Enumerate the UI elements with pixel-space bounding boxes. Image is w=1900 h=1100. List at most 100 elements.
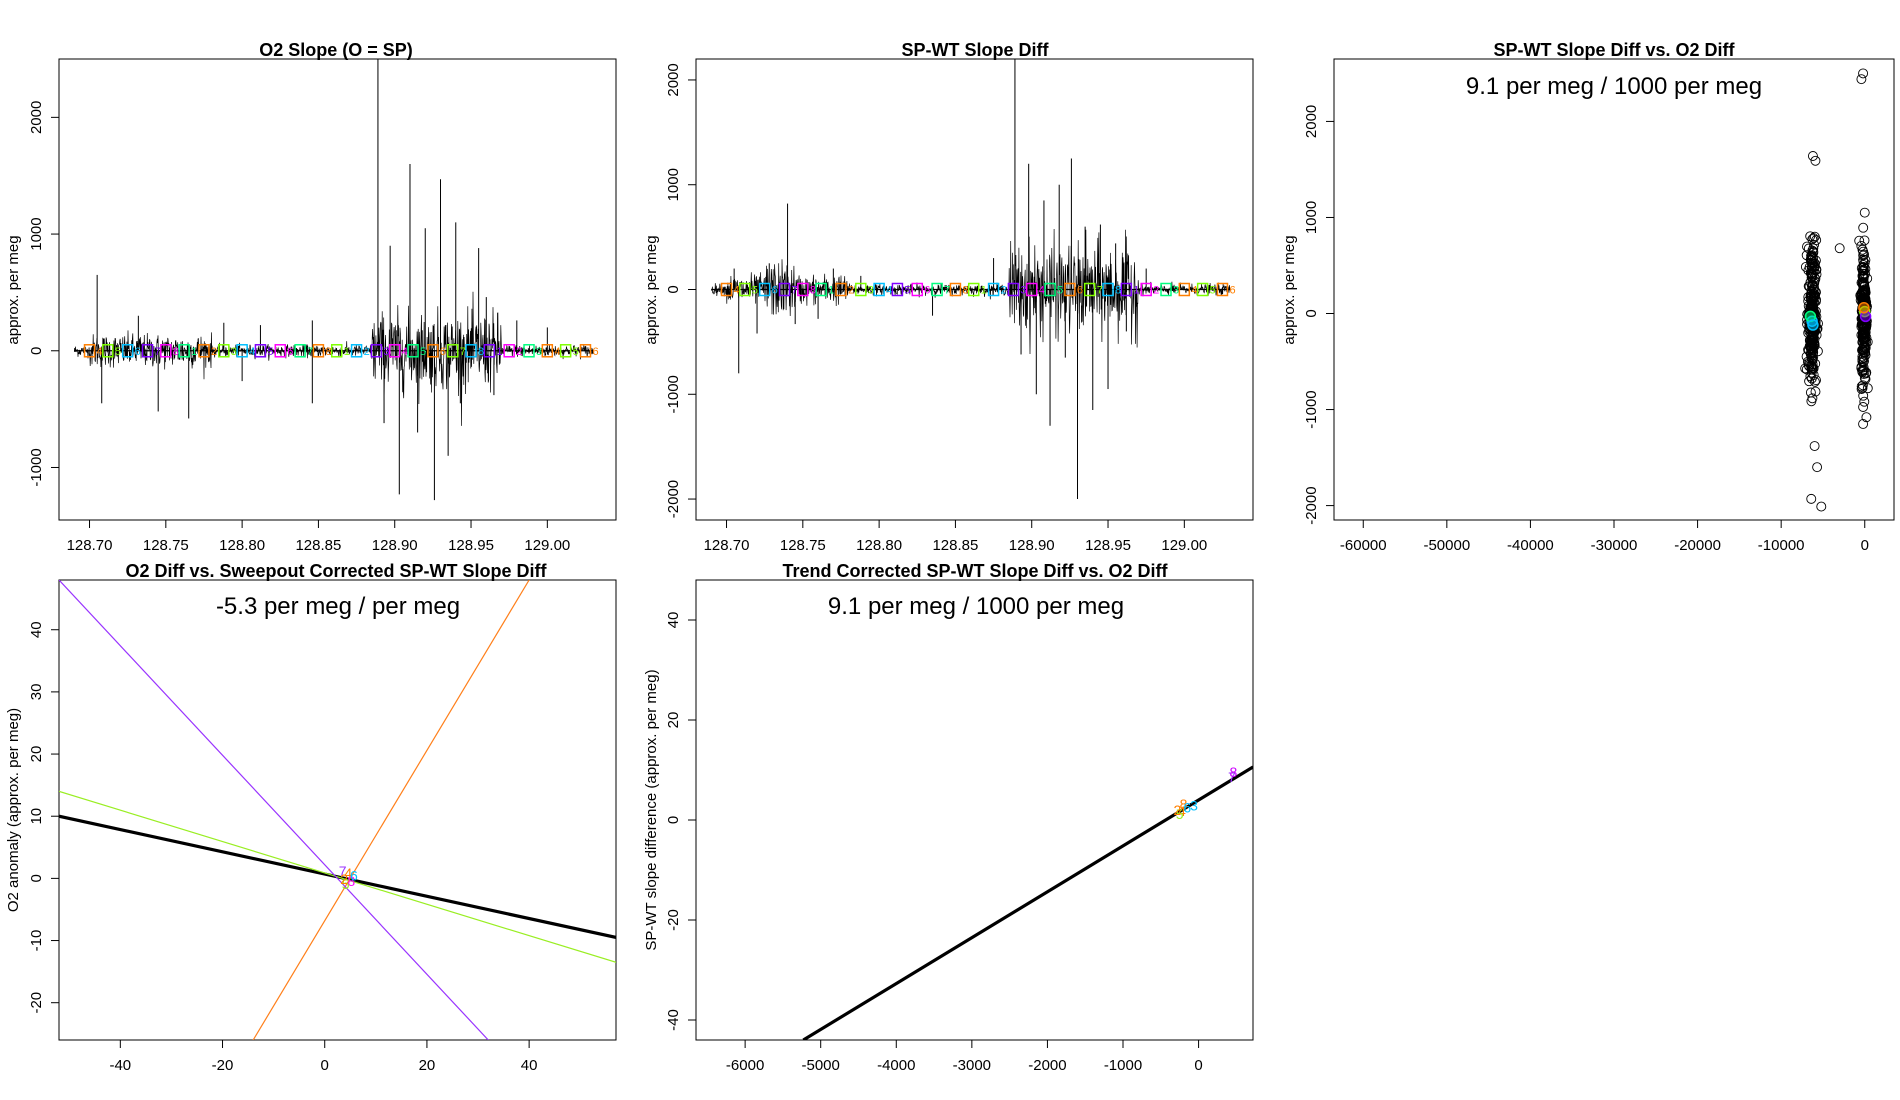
p1-marker-label: 4 bbox=[97, 346, 103, 358]
p3-outlier bbox=[1809, 441, 1820, 451]
p5-title: Trend Corrected SP-WT Slope Diff vs. O2 … bbox=[782, 561, 1168, 581]
p5-xtick-label: -5000 bbox=[802, 1057, 840, 1074]
p5-ytick-label: -40 bbox=[665, 1009, 682, 1031]
p3-ytick-label: 2000 bbox=[1303, 105, 1320, 138]
p4-ytick-label: 30 bbox=[28, 684, 45, 701]
p2-xtick-label: 128.70 bbox=[704, 537, 750, 554]
p1-marker-box bbox=[407, 344, 419, 358]
p2-marker-label: 5 bbox=[904, 285, 910, 297]
p3-point bbox=[1803, 281, 1814, 292]
panel-sp-wt-slope-diff: SP-WT Slope Diff approx. per meg 128.70 1… bbox=[643, 40, 1254, 554]
p3-point bbox=[1858, 332, 1869, 343]
p1-marker-label: 4 bbox=[554, 346, 560, 358]
p3-point bbox=[1807, 261, 1818, 272]
p2-marker-label: 6 bbox=[772, 285, 778, 297]
p2-xtick-label: 128.85 bbox=[932, 537, 978, 554]
p3-point bbox=[1857, 383, 1868, 394]
p1-marker-box bbox=[218, 344, 230, 358]
p5-xtick-label: -3000 bbox=[953, 1057, 991, 1074]
p2-marker-box bbox=[1102, 282, 1114, 297]
panel-trend-corrected: Trend Corrected SP-WT Slope Diff vs. O2 … bbox=[643, 561, 1254, 1074]
p2-marker-label: 1 bbox=[828, 285, 834, 297]
p4-ytick-label: 20 bbox=[28, 746, 45, 763]
p2-marker-box bbox=[873, 282, 885, 297]
p5-point-label: 8 bbox=[1180, 796, 1188, 812]
p3-point bbox=[1859, 235, 1870, 246]
p1-xtick-label: 128.90 bbox=[372, 537, 418, 554]
p5-point-label: 5 bbox=[1176, 806, 1184, 822]
p2-marker-box bbox=[739, 282, 751, 297]
panel-slope-diff-vs-o2-diff: SP-WT Slope Diff vs. O2 Diff 9.1 per meg… bbox=[1281, 40, 1895, 554]
p3-xtick-label: -20000 bbox=[1674, 537, 1721, 554]
p2-marker-box bbox=[949, 282, 962, 297]
p3-point bbox=[1858, 324, 1869, 335]
p3-point bbox=[1808, 339, 1819, 350]
p1-marker-label: 6 bbox=[135, 346, 141, 358]
p2-ytick-label: -2000 bbox=[665, 480, 682, 518]
p3-point bbox=[1858, 357, 1869, 368]
p3-point bbox=[1859, 249, 1870, 260]
p2-marker-box bbox=[1025, 282, 1038, 297]
p5-xtick-label: -6000 bbox=[726, 1057, 764, 1074]
p3-ytick-label: -2000 bbox=[1303, 486, 1320, 524]
p3-point bbox=[1858, 352, 1869, 363]
p3-point bbox=[1805, 231, 1816, 242]
p1-marker-box bbox=[236, 344, 248, 358]
p5-point-label: 8 bbox=[1229, 764, 1237, 780]
p3-point bbox=[1858, 368, 1869, 379]
p3-point bbox=[1806, 292, 1816, 303]
p2-ytick-label: 0 bbox=[665, 285, 682, 293]
p2-marker-box bbox=[1120, 282, 1133, 297]
p1-marker-box bbox=[254, 344, 267, 358]
p1-marker-label: 8 bbox=[173, 346, 179, 358]
p1-marker-label: 1 bbox=[344, 346, 350, 358]
panel-o2-diff-vs-sweepout: O2 Diff vs. Sweepout Corrected SP-WT Slo… bbox=[5, 561, 617, 1074]
p3-point bbox=[1860, 287, 1871, 298]
p2-marker-box bbox=[815, 282, 827, 297]
p3-point bbox=[1809, 334, 1820, 345]
p3-highlight-mark bbox=[1807, 319, 1819, 331]
p2-marker-label: 4 bbox=[1039, 285, 1045, 297]
p3-point bbox=[1807, 355, 1818, 366]
p4-point-label: 8 bbox=[347, 873, 355, 889]
p2-marker-label: 3 bbox=[868, 285, 874, 297]
p2-marker-box bbox=[987, 282, 1000, 297]
p3-point bbox=[1859, 396, 1870, 407]
p1-marker-label: 6 bbox=[592, 346, 598, 358]
p2-marker-label: 5 bbox=[752, 285, 758, 297]
p1-ytick-label: 1000 bbox=[28, 217, 45, 250]
p1-marker-label: 5 bbox=[267, 346, 273, 358]
p3-point bbox=[1854, 235, 1865, 246]
p1-marker-label: 5 bbox=[573, 346, 579, 358]
p3-point bbox=[1808, 333, 1819, 344]
p2-marker-box bbox=[758, 282, 771, 297]
p3-outlier bbox=[1858, 68, 1869, 79]
p5-ytick-label: 40 bbox=[665, 612, 682, 629]
p3-point bbox=[1809, 339, 1820, 349]
p2-marker-box bbox=[835, 282, 847, 297]
p1-marker-label: 8 bbox=[478, 346, 484, 358]
p2-marker-label: 4 bbox=[886, 285, 892, 297]
p5-ytick-label: 20 bbox=[665, 712, 682, 729]
p3-outlier bbox=[1859, 207, 1870, 218]
p1-marker-box bbox=[198, 344, 210, 358]
p1-xtick-label: 129.00 bbox=[524, 537, 570, 554]
p3-point bbox=[1808, 344, 1818, 355]
p3-plot-area bbox=[1800, 68, 1873, 512]
p3-outlier bbox=[1816, 501, 1827, 512]
panel-o2-slope: O2 Slope (O = SP) approx. per meg 128.70… bbox=[5, 40, 617, 554]
p2-marker-box bbox=[1216, 282, 1229, 297]
p3-title: SP-WT Slope Diff vs. O2 Diff bbox=[1493, 40, 1735, 60]
p2-marker-label: 3 bbox=[1020, 285, 1026, 297]
p3-xtick-label: -50000 bbox=[1423, 537, 1470, 554]
p5-xtick-label: 0 bbox=[1194, 1057, 1202, 1074]
p2-marker-label: 6 bbox=[924, 285, 930, 297]
p3-xtick-label: -60000 bbox=[1340, 537, 1387, 554]
p1-marker-label: 3 bbox=[231, 346, 237, 358]
p3-outlier bbox=[1856, 74, 1867, 85]
p3-point bbox=[1857, 271, 1868, 282]
p5-point-label: 2 bbox=[1174, 802, 1182, 818]
